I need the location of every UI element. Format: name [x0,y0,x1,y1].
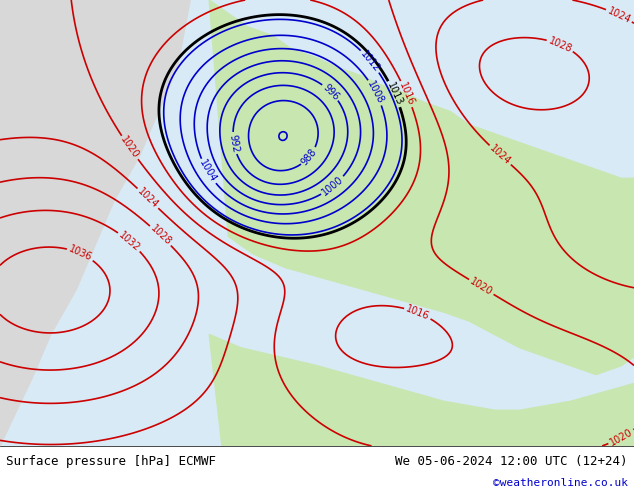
Text: 1028: 1028 [547,35,574,54]
Text: 996: 996 [321,82,341,102]
Text: 1024: 1024 [136,186,160,210]
Text: 1024: 1024 [488,143,513,167]
Polygon shape [0,0,178,446]
Text: 1024: 1024 [606,5,633,25]
Text: 1008: 1008 [365,79,385,106]
Text: 1012: 1012 [359,49,382,74]
Polygon shape [0,0,634,446]
Text: 1000: 1000 [320,174,346,197]
Text: 1004: 1004 [197,158,218,185]
Text: 1016: 1016 [404,304,431,322]
Polygon shape [209,0,634,374]
Text: 1020: 1020 [608,427,634,448]
Text: ©weatheronline.co.uk: ©weatheronline.co.uk [493,478,628,489]
Text: Surface pressure [hPa] ECMWF: Surface pressure [hPa] ECMWF [6,455,216,468]
Text: 1020: 1020 [469,276,495,297]
Polygon shape [209,334,634,446]
Text: 1013: 1013 [385,81,404,107]
Text: 1032: 1032 [117,230,142,253]
Text: 988: 988 [299,147,319,167]
Polygon shape [0,0,190,446]
Text: 992: 992 [228,133,240,153]
Text: 1028: 1028 [148,223,173,247]
Text: 1020: 1020 [119,135,141,161]
Text: 1016: 1016 [397,81,416,107]
Text: We 05-06-2024 12:00 UTC (12+24): We 05-06-2024 12:00 UTC (12+24) [395,455,628,468]
Text: 1036: 1036 [67,244,94,263]
